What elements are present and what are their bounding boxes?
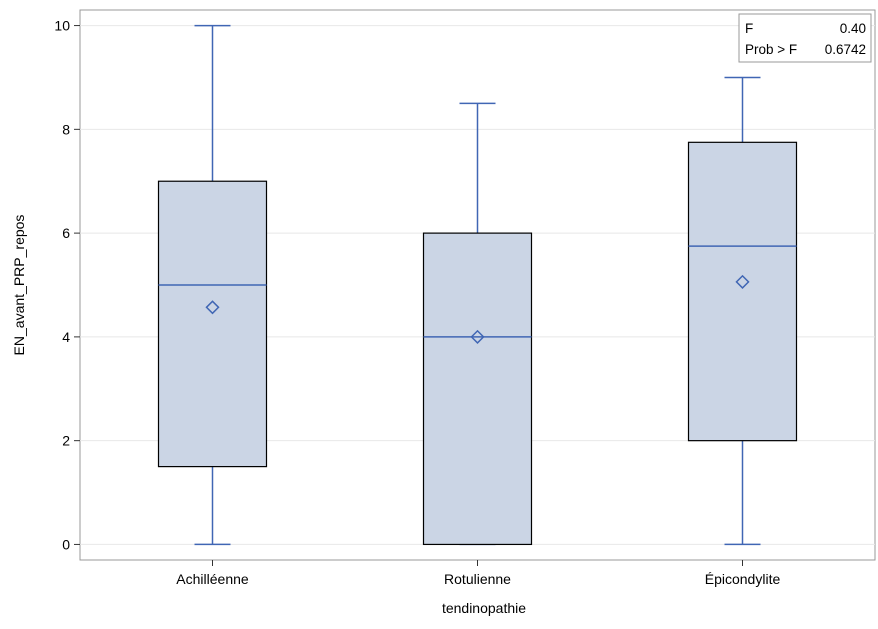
y-tick-label-6: 6 bbox=[62, 225, 70, 241]
y-tick-label-2: 2 bbox=[62, 433, 70, 449]
stats-inset-box bbox=[738, 13, 872, 63]
stats-inset: F 0.40 Prob > F 0.6742 bbox=[738, 13, 872, 63]
box-group-1 bbox=[422, 102, 533, 546]
stats-f-value: 0.40 bbox=[840, 21, 866, 36]
stats-f-label: F bbox=[745, 21, 753, 36]
stats-prob-label: Prob > F bbox=[745, 42, 797, 57]
y-tick-label-0: 0 bbox=[62, 536, 70, 552]
y-tick-label-4: 4 bbox=[62, 329, 70, 345]
box-iqr-0 bbox=[157, 180, 268, 468]
box-group-2 bbox=[687, 76, 798, 546]
x-axis: Achilléenne Rotulienne Épicondylite bbox=[176, 560, 780, 587]
x-tick-label-2: Épicondylite bbox=[705, 571, 781, 587]
mean-marker-2 bbox=[735, 274, 750, 289]
box-iqr-1 bbox=[422, 232, 533, 546]
x-tick-label-1: Rotulienne bbox=[444, 571, 511, 587]
boxes-layer bbox=[157, 24, 798, 546]
y-axis-label: EN_avant_PRP_repos bbox=[11, 215, 27, 356]
y-axis: 0 2 4 6 8 10 bbox=[54, 18, 80, 552]
mean-marker-1 bbox=[470, 329, 485, 344]
mean-marker-0 bbox=[205, 300, 220, 315]
y-tick-label-10: 10 bbox=[54, 18, 70, 34]
stats-prob-value: 0.6742 bbox=[825, 42, 866, 57]
box-group-0 bbox=[157, 24, 268, 546]
x-axis-label: tendinopathie bbox=[442, 600, 526, 616]
box-iqr-2 bbox=[687, 141, 798, 442]
y-tick-label-8: 8 bbox=[62, 121, 70, 137]
x-tick-label-0: Achilléenne bbox=[176, 571, 249, 587]
